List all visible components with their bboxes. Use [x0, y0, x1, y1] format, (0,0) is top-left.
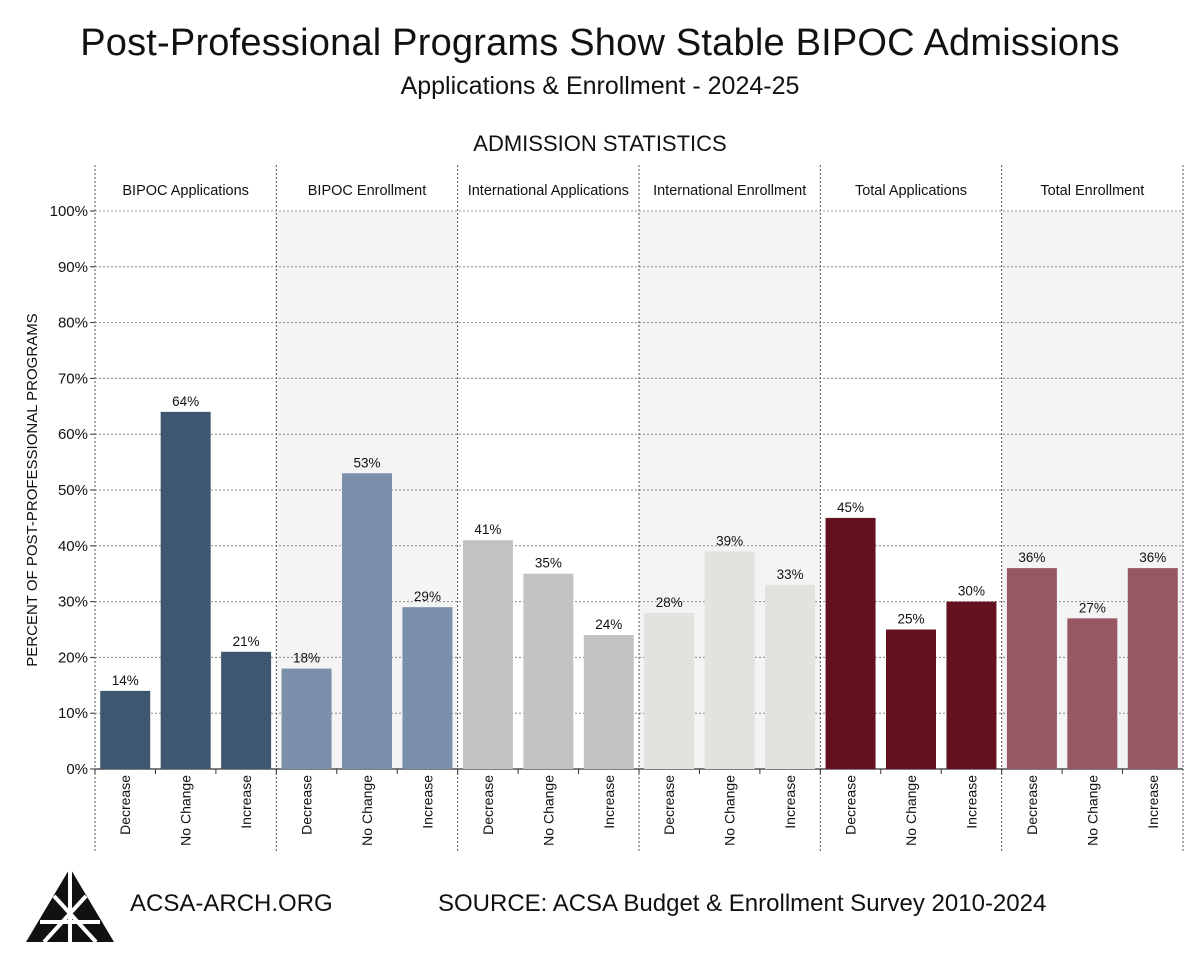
data-label: 21%	[233, 634, 260, 649]
bar-increase	[402, 607, 453, 769]
category-label: Increase	[1145, 775, 1161, 829]
category-label: Decrease	[843, 775, 859, 835]
chart-title: Post-Professional Programs Show Stable B…	[80, 22, 1120, 64]
y-tick-label: 50%	[58, 482, 88, 499]
y-axis-label: PERCENT OF POST-PROFESSIONAL PROGRAMS	[24, 313, 41, 666]
category-label: No Change	[540, 775, 556, 846]
bar-no-change	[342, 473, 392, 769]
bar-decrease	[825, 517, 876, 769]
bar-decrease	[281, 668, 332, 769]
bar-increase	[583, 635, 634, 769]
data-label: 27%	[1079, 600, 1106, 615]
y-tick-label: 20%	[58, 649, 88, 666]
category-label: Decrease	[480, 775, 496, 835]
data-label: 14%	[112, 673, 139, 688]
panel-header: International Applications	[468, 183, 629, 199]
data-label: 45%	[837, 500, 864, 515]
bar-decrease	[644, 612, 695, 769]
category-label: No Change	[903, 775, 919, 846]
category-label: Increase	[963, 775, 979, 829]
bar-decrease	[462, 540, 513, 769]
y-tick-label: 60%	[58, 426, 88, 443]
bar-no-change	[523, 573, 574, 769]
category-label: No Change	[1084, 775, 1100, 846]
data-label: 35%	[535, 556, 562, 571]
bar-decrease	[100, 690, 151, 769]
category-label: No Change	[178, 775, 194, 846]
bar-increase	[765, 584, 816, 769]
y-tick-label: 100%	[50, 203, 88, 220]
category-label: Decrease	[661, 775, 677, 835]
panel-header: BIPOC Applications	[122, 183, 249, 199]
y-tick-label: 0%	[66, 761, 88, 778]
bar-no-change	[160, 411, 211, 769]
data-label: 24%	[595, 617, 622, 632]
data-label: 64%	[172, 394, 199, 409]
data-label: 53%	[353, 455, 380, 470]
bar-no-change	[886, 629, 936, 769]
category-label: Decrease	[1024, 775, 1040, 835]
bar-increase	[221, 651, 272, 769]
data-label: 39%	[716, 533, 743, 548]
footer-site-link[interactable]: ACSA-ARCH.ORG	[130, 890, 333, 917]
data-label: 18%	[293, 651, 320, 666]
bar-increase	[1127, 568, 1178, 769]
category-label: Increase	[601, 775, 617, 829]
panel-header: Total Applications	[855, 183, 967, 199]
panel-header: Total Enrollment	[1040, 183, 1144, 199]
chart-heading: ADMISSION STATISTICS	[473, 131, 726, 156]
chart-subtitle: Applications & Enrollment - 2024-25	[400, 72, 800, 100]
category-label: Decrease	[117, 775, 133, 835]
y-tick-label: 40%	[58, 538, 88, 555]
data-label: 30%	[958, 584, 985, 599]
category-label: Increase	[238, 775, 254, 829]
bar-increase	[946, 601, 997, 769]
data-label: 28%	[656, 595, 683, 610]
footer-source: SOURCE: ACSA Budget & Enrollment Survey …	[438, 890, 1047, 917]
y-tick-label: 30%	[58, 594, 88, 611]
panel-header: BIPOC Enrollment	[308, 183, 426, 199]
category-label: Increase	[782, 775, 798, 829]
category-label: Decrease	[299, 775, 315, 835]
bar-no-change	[1067, 618, 1118, 769]
bar-no-change	[704, 551, 755, 769]
category-label: No Change	[722, 775, 738, 846]
y-tick-label: 10%	[58, 705, 88, 722]
data-label: 33%	[777, 567, 804, 582]
data-label: 25%	[897, 612, 924, 627]
admission-statistics-chart: 0% 10% 20% 30% 40% 50% 60% 70% 80% 90% 100% ADMISSI…	[24, 131, 1184, 852]
data-label: 41%	[474, 522, 501, 537]
category-label: No Change	[359, 775, 375, 846]
y-tick-label: 90%	[58, 259, 88, 276]
panel-header: International Enrollment	[653, 183, 806, 199]
data-label: 29%	[414, 589, 441, 604]
y-tick-label: 80%	[58, 315, 88, 332]
bar-decrease	[1006, 568, 1057, 769]
category-label: Increase	[419, 775, 435, 829]
data-label: 36%	[1139, 550, 1166, 565]
data-label: 36%	[1018, 550, 1045, 565]
y-tick-label: 70%	[58, 370, 88, 387]
acsa-triangle-logo-icon	[26, 868, 114, 944]
